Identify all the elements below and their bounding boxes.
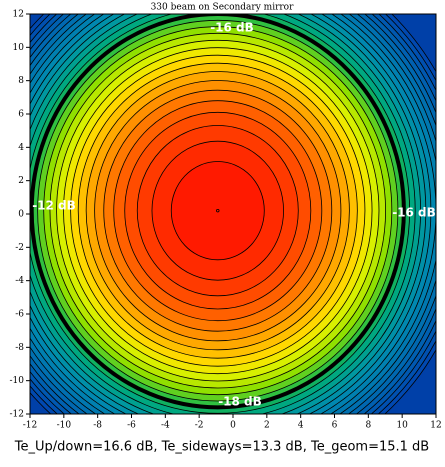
x-tick-label: -8 [93,421,102,431]
annotation: -16 dB [392,206,436,220]
y-tick-label: 12 [13,10,24,20]
x-tick-label: -2 [195,421,204,431]
x-tick-label: -12 [23,421,38,431]
x-tick-label: 12 [430,421,441,431]
x-tick-label: -10 [57,421,72,431]
x-tick-label: 2 [264,421,270,431]
y-tick-label: -4 [15,276,24,286]
annotation: -16 dB [210,21,254,35]
y-tick-label: 2 [18,176,24,186]
center-point [216,208,220,213]
y-tick-label: 0 [18,210,24,220]
y-tick-label: 4 [18,143,24,153]
x-tick-label: 4 [298,421,304,431]
contour-band [170,161,265,261]
annotation: -12 dB [32,199,76,213]
y-tick-label: -6 [15,310,24,320]
x-tick-label: 6 [332,421,338,431]
x-tick-label: -4 [161,421,170,431]
x-tick-label: 0 [230,421,236,431]
y-tick-label: -10 [10,376,25,386]
chart-title: 330 beam on Secondary mirror [151,3,295,13]
footer: Te_Up/down=16.6 dB, Te_sideways=13.3 dB,… [14,440,429,455]
annotation: -18 dB [218,395,262,409]
y-tick-label: -12 [10,410,25,420]
y-tick-label: 8 [18,76,24,86]
x-tick-label: 10 [396,421,408,431]
y-tick-label: -2 [15,243,24,253]
y-tick-label: 10 [13,43,25,53]
y-tick-label: 6 [18,110,24,120]
x-tick-label: 8 [365,421,371,431]
x-tick-label: -6 [127,421,136,431]
y-tick-label: -8 [15,343,24,353]
